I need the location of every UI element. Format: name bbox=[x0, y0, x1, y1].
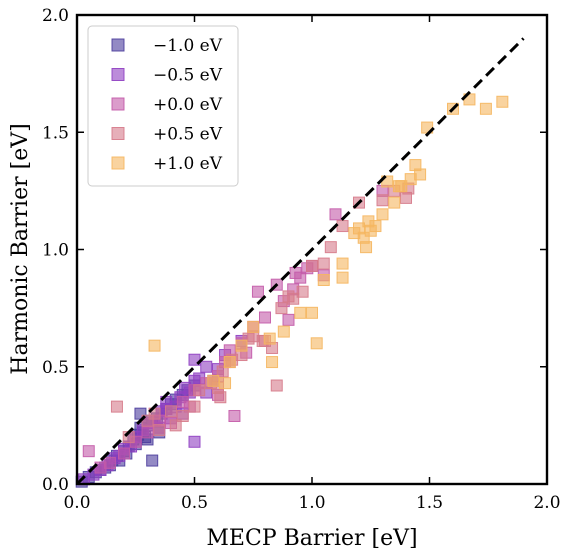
data-point bbox=[362, 215, 375, 228]
data-point bbox=[336, 271, 349, 284]
data-point bbox=[153, 424, 166, 437]
data-point bbox=[496, 95, 509, 108]
data-point bbox=[289, 266, 302, 279]
data-point bbox=[169, 419, 182, 432]
x-tick-label: 1.0 bbox=[298, 493, 325, 513]
legend-marker bbox=[111, 97, 125, 111]
legend-label: −1.0 eV bbox=[153, 36, 223, 56]
data-point bbox=[266, 356, 279, 369]
data-point bbox=[336, 220, 349, 233]
data-point bbox=[275, 302, 288, 315]
data-point bbox=[310, 337, 323, 350]
legend-marker bbox=[111, 38, 125, 52]
data-point bbox=[296, 285, 309, 298]
data-point bbox=[324, 241, 337, 254]
data-point bbox=[277, 325, 290, 338]
x-tick-label: 0.0 bbox=[63, 493, 90, 513]
x-tick-label: 2.0 bbox=[533, 493, 560, 513]
data-point bbox=[141, 426, 154, 439]
data-point bbox=[259, 311, 271, 324]
data-point bbox=[414, 168, 427, 181]
data-point bbox=[360, 241, 373, 254]
data-point bbox=[306, 259, 318, 272]
data-point bbox=[235, 339, 248, 352]
x-tick-label: 0.5 bbox=[181, 493, 208, 513]
legend: −1.0 eV −0.5 eV +0.0 eV +0.5 eV +1.0 eV bbox=[87, 25, 239, 187]
legend-label: +0.0 eV bbox=[153, 95, 223, 115]
series-4 bbox=[148, 93, 509, 390]
data-point bbox=[228, 409, 241, 422]
data-point bbox=[282, 290, 295, 303]
data-point bbox=[282, 313, 295, 326]
legend-label: +0.5 eV bbox=[153, 125, 223, 145]
x-axis-label: MECP Barrier [eV] bbox=[206, 526, 417, 551]
legend-marker bbox=[111, 156, 125, 170]
data-point bbox=[200, 360, 213, 373]
data-point bbox=[270, 379, 283, 392]
legend-label: +1.0 eV bbox=[153, 154, 223, 174]
legend-marker bbox=[111, 127, 125, 140]
data-point bbox=[82, 445, 95, 458]
data-point bbox=[110, 400, 123, 413]
y-axis-label: Harmonic Barrier [eV] bbox=[8, 123, 33, 374]
x-tick-label: 1.5 bbox=[416, 493, 443, 513]
data-point bbox=[207, 374, 220, 387]
data-point bbox=[376, 208, 389, 221]
legend-box bbox=[87, 25, 239, 187]
data-point bbox=[376, 194, 389, 207]
y-tick-label: 1.0 bbox=[42, 241, 69, 261]
data-point bbox=[165, 405, 177, 418]
data-point bbox=[294, 306, 307, 319]
y-tick-label: 2.0 bbox=[42, 6, 69, 26]
axis-ticks: 0.0 0.5 1.0 1.5 2.0 0.0 0.5 1.0 1.5 2.0 bbox=[42, 6, 561, 513]
y-tick-label: 0.0 bbox=[42, 475, 69, 495]
data-point bbox=[251, 285, 264, 298]
data-point bbox=[118, 447, 130, 460]
data-point bbox=[395, 180, 408, 193]
data-point bbox=[214, 391, 227, 404]
data-point bbox=[479, 102, 492, 115]
data-point bbox=[216, 365, 229, 378]
data-point bbox=[388, 196, 401, 209]
legend-label: −0.5 eV bbox=[153, 66, 223, 86]
data-point bbox=[146, 454, 159, 467]
data-point bbox=[188, 435, 201, 448]
data-point bbox=[336, 257, 349, 270]
data-point bbox=[317, 273, 330, 286]
reference-diagonal-line bbox=[75, 37, 525, 486]
data-point bbox=[329, 208, 342, 221]
data-point bbox=[188, 400, 201, 413]
data-point bbox=[306, 306, 318, 319]
legend-marker bbox=[111, 68, 125, 81]
legend-items: −1.0 eV −0.5 eV +0.0 eV +0.5 eV +1.0 eV bbox=[111, 36, 223, 174]
data-point bbox=[103, 456, 116, 469]
data-point bbox=[223, 356, 236, 369]
data-point bbox=[193, 384, 206, 397]
data-point bbox=[263, 332, 276, 345]
y-tick-label: 1.5 bbox=[42, 123, 69, 143]
data-point bbox=[148, 339, 161, 352]
data-points bbox=[75, 93, 509, 488]
data-point bbox=[317, 257, 330, 270]
data-point bbox=[176, 409, 189, 422]
y-tick-label: 0.5 bbox=[42, 358, 69, 378]
data-point bbox=[247, 320, 260, 333]
data-point bbox=[219, 377, 232, 390]
